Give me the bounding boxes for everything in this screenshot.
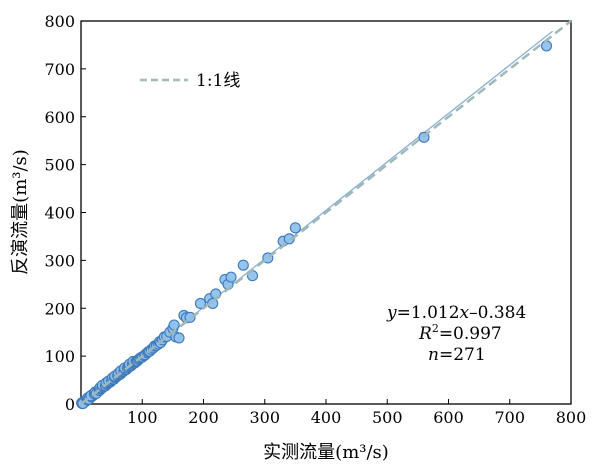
x-axis-ticks: 100 200 300 400 500 600 700 800 — [127, 399, 586, 427]
legend-label: 1:1线 — [196, 71, 240, 91]
legend: 1:1线 — [140, 71, 240, 91]
sample-size: n=271 — [428, 345, 486, 365]
y-tick-label: 0 — [65, 395, 75, 414]
y-axis-title: 反演流量(m³/s) — [10, 149, 31, 275]
regression-equation: y=1.012x–0.384 — [386, 303, 526, 323]
data-point — [194, 297, 206, 310]
y-tick-label: 800 — [44, 12, 75, 31]
reference-line-1-to-1 — [80, 20, 572, 405]
x-tick-label: 400 — [311, 408, 342, 427]
data-point — [237, 259, 249, 271]
data-point — [225, 271, 237, 283]
regression-stats: y=1.012x–0.384 R2=0.997 n=271 — [386, 303, 526, 365]
x-tick-label: 300 — [249, 408, 280, 427]
x-tick-label: 600 — [433, 408, 464, 427]
data-point — [173, 332, 185, 344]
y-axis-ticks: 0 100 200 300 400 500 600 700 800 — [44, 12, 86, 414]
data-point — [540, 40, 553, 52]
y-tick-label: 600 — [44, 108, 75, 127]
y-tick-label: 700 — [44, 60, 75, 79]
data-point — [184, 311, 196, 323]
x-tick-label: 500 — [372, 408, 403, 427]
r-squared: R2=0.997 — [418, 322, 502, 344]
y-tick-label: 300 — [44, 251, 75, 270]
x-axis-title: 实测流量(m³/s) — [263, 442, 389, 463]
y-tick-label: 500 — [44, 156, 75, 175]
y-tick-label: 400 — [44, 204, 75, 223]
y-tick-label: 100 — [44, 347, 75, 366]
data-point — [289, 222, 301, 234]
data-point — [168, 319, 180, 331]
x-tick-label: 200 — [188, 408, 219, 427]
y-tick-label: 200 — [44, 299, 75, 318]
x-tick-label: 100 — [127, 408, 158, 427]
x-tick-label: 800 — [556, 408, 587, 427]
x-tick-label: 700 — [494, 408, 525, 427]
